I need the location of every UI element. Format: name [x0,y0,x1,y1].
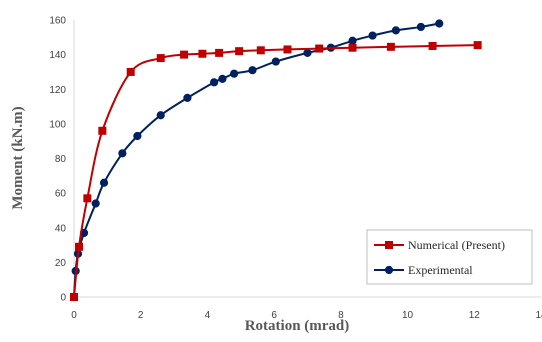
data-point [303,48,312,57]
y-tick-label: 40 [55,223,67,234]
data-point [91,199,100,208]
data-point [126,67,135,76]
data-point [315,44,324,53]
data-point [156,111,165,120]
legend-label: Numerical (Present) [408,238,505,252]
data-point [218,74,227,83]
data-point [256,46,265,55]
y-tick-label: 80 [55,154,67,165]
data-point [235,47,244,56]
data-point [180,50,189,59]
y-tick-label: 0 [60,293,66,304]
y-tick-label: 20 [55,258,67,269]
data-point [210,78,219,87]
data-point [283,45,292,54]
data-point [198,49,207,58]
legend-items: Numerical (Present) Experimental [374,238,505,277]
data-point [183,93,192,103]
legend-marker [385,241,393,249]
legend-label: Experimental [408,263,473,277]
data-point [215,48,224,57]
data-point [428,41,437,50]
y-tick-label: 140 [49,50,66,61]
x-tick-label: 4 [205,310,211,321]
data-point [83,194,92,203]
y-tick-label: 100 [49,119,66,130]
data-point [435,19,444,28]
data-point [348,43,357,52]
data-point [230,69,239,78]
data-point [386,42,395,51]
data-point [70,293,78,301]
data-point [473,41,482,50]
data-point [75,242,84,251]
series-layer [69,19,482,302]
legend-entry: Numerical (Present) [374,238,505,252]
y-tick-label: 160 [49,16,66,27]
x-tick-label: 14 [535,310,542,321]
legend: Numerical (Present) Experimental [366,229,533,285]
y-tick-label: 60 [55,189,67,200]
x-axis-title: Rotation (mrad) [245,318,350,334]
data-point [348,36,357,45]
data-point [416,22,426,32]
x-tick-label: 12 [469,310,481,321]
series-numerical [70,41,482,301]
data-point [98,126,107,135]
legend-entry: Experimental [374,263,473,277]
x-tick-label: 0 [71,310,77,321]
data-point [391,26,400,35]
data-point [368,31,377,40]
legend-box [366,229,533,285]
x-tick-label: 6 [271,310,277,321]
data-point [133,131,142,141]
x-tick-label: 10 [402,310,414,321]
y-axis-title: Moment (kN.m) [10,106,26,209]
x-tick-label: 8 [338,310,344,321]
data-point [248,66,257,75]
y-tick-label: 120 [49,85,66,96]
axes-layer: 0 20 40 60 80 100 120 140 160 0 2 4 6 8 10 12 14 [49,16,542,322]
data-point [99,178,109,187]
data-point [118,149,127,158]
legend-marker [384,265,394,275]
data-point [271,57,280,66]
data-point [156,54,165,63]
x-tick-label: 2 [138,310,144,321]
